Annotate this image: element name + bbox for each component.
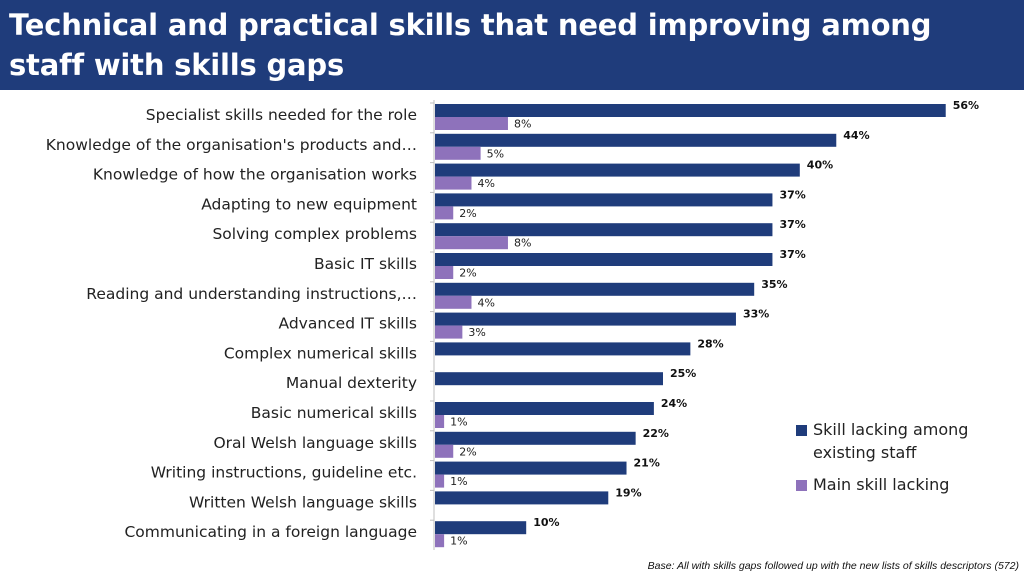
- data-label-series-2: 8%: [514, 118, 531, 131]
- category-label: Knowledge of how the organisation works: [93, 166, 417, 184]
- bar-series-1: [435, 461, 627, 475]
- title-band: Technical and practical skills that need…: [0, 0, 1024, 90]
- legend-item-series-2: Main skill lacking: [796, 473, 996, 496]
- bar-series-1: [435, 402, 654, 415]
- data-label-series-1: 35%: [761, 278, 787, 291]
- category-label: Adapting to new equipment: [201, 195, 417, 213]
- bar-series-1: [435, 312, 736, 326]
- bar-series-1: [435, 193, 773, 207]
- data-label-series-1: 25%: [670, 367, 696, 380]
- data-label-series-1: 19%: [615, 486, 641, 499]
- data-label-series-1: 44%: [843, 129, 869, 142]
- data-label-series-2: 1%: [450, 416, 467, 429]
- bar-series-1: [435, 163, 800, 177]
- data-label-series-1: 28%: [697, 337, 723, 350]
- category-label: Writing instructions, guideline etc.: [151, 464, 417, 482]
- data-label-series-1: 40%: [807, 159, 833, 172]
- data-label-series-2: 2%: [459, 267, 476, 280]
- bar-series-2: [435, 415, 445, 428]
- data-label-series-2: 1%: [450, 535, 467, 548]
- footnote: Base: All with skills gaps followed up w…: [647, 560, 1019, 572]
- data-label-series-1: 21%: [634, 457, 660, 470]
- data-label-series-2: 8%: [514, 237, 531, 250]
- data-label-series-1: 37%: [779, 188, 805, 201]
- bar-series-1: [435, 491, 609, 505]
- bar-series-2: [435, 146, 481, 160]
- bar-series-1: [435, 133, 837, 147]
- data-label-series-1: 33%: [743, 308, 769, 321]
- data-label-series-2: 4%: [477, 296, 494, 309]
- data-label-series-1: 24%: [661, 397, 687, 410]
- bar-series-1: [435, 342, 691, 356]
- category-label: Specialist skills needed for the role: [146, 106, 417, 124]
- bar-series-2: [435, 325, 463, 339]
- bar-series-2: [435, 474, 445, 488]
- bar-series-2: [435, 534, 445, 548]
- bar-series-2: [435, 117, 508, 130]
- category-label: Advanced IT skills: [278, 315, 417, 333]
- bar-series-2: [435, 295, 472, 309]
- legend: Skill lacking among existing staff Main …: [796, 418, 996, 505]
- data-label-series-1: 22%: [643, 427, 669, 440]
- category-label: Written Welsh language skills: [189, 493, 417, 511]
- bar-series-1: [435, 521, 527, 535]
- category-label: Complex numerical skills: [224, 344, 417, 362]
- legend-swatch-series-1: [796, 425, 807, 436]
- legend-label-series-2: Main skill lacking: [813, 475, 950, 494]
- bar-series-1: [435, 104, 946, 117]
- data-label-series-2: 4%: [477, 177, 494, 190]
- category-label: Oral Welsh language skills: [213, 434, 417, 452]
- legend-label-series-1: Skill lacking among existing staff: [813, 420, 969, 462]
- category-label: Reading and understanding instructions,…: [86, 285, 417, 303]
- data-label-series-1: 10%: [533, 516, 559, 529]
- data-label-series-2: 2%: [459, 445, 476, 458]
- data-label-series-1: 37%: [779, 248, 805, 261]
- bar-series-1: [435, 253, 773, 266]
- category-label: Basic numerical skills: [251, 404, 417, 422]
- bar-series-1: [435, 372, 663, 386]
- category-label: Solving complex problems: [212, 225, 417, 243]
- legend-item-series-1: Skill lacking among existing staff: [796, 418, 996, 464]
- data-label-series-2: 2%: [459, 207, 476, 220]
- data-label-series-2: 1%: [450, 475, 467, 488]
- legend-swatch-series-2: [796, 480, 807, 491]
- bar-series-1: [435, 282, 755, 296]
- category-label: Manual dexterity: [286, 374, 417, 392]
- bar-series-2: [435, 176, 472, 190]
- category-label: Knowledge of the organisation's products…: [46, 136, 417, 154]
- bar-series-2: [435, 236, 508, 250]
- category-label: Basic IT skills: [314, 255, 417, 273]
- bar-series-2: [435, 444, 454, 458]
- bar-series-2: [435, 266, 454, 279]
- bar-chart: Specialist skills needed for the role 56%…: [46, 99, 979, 550]
- data-label-series-2: 3%: [468, 326, 485, 339]
- bar-series-1: [435, 431, 636, 445]
- data-label-series-1: 56%: [953, 99, 979, 112]
- chart-title: Technical and practical skills that need…: [9, 8, 932, 82]
- category-label: Communicating in a foreign language: [124, 523, 417, 541]
- bar-series-2: [435, 206, 454, 220]
- data-label-series-2: 5%: [487, 147, 504, 160]
- bar-series-1: [435, 223, 773, 237]
- data-label-series-1: 37%: [779, 218, 805, 231]
